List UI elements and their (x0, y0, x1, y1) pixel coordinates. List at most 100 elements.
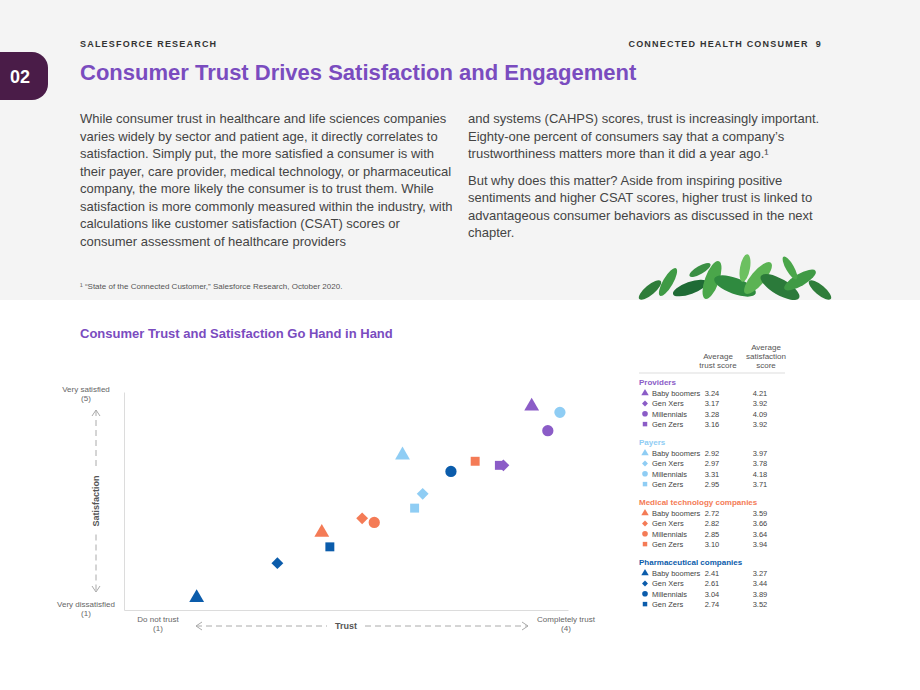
legend-rule (639, 373, 785, 374)
legend-label: Gen Zers (652, 420, 684, 429)
header-right: CONNECTED HEALTH CONSUMER9 (628, 39, 822, 49)
point (471, 457, 480, 466)
legend-header: Averagesatisfactionscore (746, 343, 786, 370)
legend-satisfaction: 3.59 (753, 509, 768, 518)
legend-trust: 3.10 (705, 540, 720, 549)
page-number: 9 (816, 39, 822, 49)
axis-end-label: Very dissatisfied(1) (57, 600, 115, 618)
legend-satisfaction: 3.27 (753, 569, 768, 578)
legend-label: Millennials (652, 590, 687, 599)
leaf (688, 261, 713, 280)
series (314, 457, 479, 537)
point (189, 589, 204, 602)
top-band (0, 0, 920, 300)
legend-label: Baby boomers (652, 389, 701, 398)
series (395, 407, 565, 513)
point (356, 512, 368, 524)
axis-arrow (365, 626, 528, 627)
y-axis-title: Satisfaction (91, 475, 101, 526)
legend-trust: 2.85 (705, 530, 720, 539)
legend-label: Baby boomers (652, 569, 701, 578)
arrow-head (522, 622, 528, 630)
legend-marker (641, 389, 648, 395)
axis-line (125, 610, 569, 611)
legend-marker (643, 422, 647, 426)
legend-satisfaction: 3.52 (753, 600, 768, 609)
axis-end-label: Very satisfied(5) (62, 385, 110, 403)
legend-header: Averagetrust score (699, 352, 737, 370)
legend-marker (642, 461, 648, 467)
point (417, 488, 429, 500)
legend-group-title: Payers (639, 438, 666, 447)
legend-satisfaction: 4.21 (753, 389, 768, 398)
legend-trust: 2.82 (705, 519, 720, 528)
legend-marker (643, 482, 647, 486)
arrow-head (196, 622, 202, 630)
x-axis (125, 610, 569, 611)
legend-satisfaction: 3.64 (753, 530, 768, 539)
legend-label: Millennials (652, 410, 687, 419)
axis-arrow (96, 535, 97, 592)
legend-satisfaction: 3.89 (753, 590, 768, 599)
legend-trust: 3.16 (705, 420, 720, 429)
legend-trust: 2.92 (705, 449, 720, 458)
legend-group-title: Providers (639, 378, 676, 387)
legend-marker (642, 581, 648, 587)
legend-trust: 3.17 (705, 399, 720, 408)
canvas: 02 Consumer Trust and Satisfaction Go Han… (0, 0, 920, 690)
plot-area (189, 398, 565, 602)
chart-title: Consumer Trust and Satisfaction Go Hand … (80, 326, 393, 341)
legend-label: Gen Xers (652, 399, 684, 408)
legend-table: Averagetrust score Averagesatisfactionsco… (639, 343, 786, 609)
legend-label: Gen Zers (652, 480, 684, 489)
legend-trust: 3.28 (705, 410, 720, 419)
legend-satisfaction: 3.97 (753, 449, 768, 458)
point (445, 466, 456, 477)
paragraph: But why does this matter? Aside from ins… (468, 172, 840, 242)
legend-satisfaction: 4.09 (753, 410, 768, 419)
legend-label: Gen Zers (652, 600, 684, 609)
axis-arrow (196, 626, 327, 627)
legend-group-title: Pharmaceutical companies (639, 558, 743, 567)
series (189, 466, 456, 602)
paragraph: While consumer trust in healthcare and l… (80, 110, 458, 250)
legend-trust: 2.41 (705, 569, 720, 578)
point (369, 517, 380, 528)
point (410, 504, 419, 513)
point (314, 524, 329, 537)
point (554, 407, 565, 418)
body-column: While consumer trust in healthcare and l… (80, 110, 458, 259)
leaf (806, 277, 834, 303)
section-badge (0, 52, 48, 100)
legend-marker (641, 509, 648, 515)
axis-end-label: Do not trust(1) (137, 615, 179, 633)
legend-label: Gen Xers (652, 579, 684, 588)
point (271, 557, 283, 569)
legend-label: Gen Xers (652, 519, 684, 528)
page-title: Consumer Trust Drives Satisfaction and E… (80, 60, 636, 86)
legend-satisfaction: 3.92 (753, 399, 768, 408)
legend-satisfaction: 3.66 (753, 519, 768, 528)
section-number: 02 (10, 67, 30, 87)
legend-label: Gen Zers (652, 540, 684, 549)
y-axis (124, 393, 125, 611)
legend-marker (642, 591, 648, 597)
legend-marker (641, 569, 648, 575)
legend-label: Baby boomers (652, 509, 701, 518)
point (524, 398, 539, 411)
leaf (780, 255, 800, 282)
legend-marker (642, 411, 648, 417)
x-axis-title: Trust (335, 621, 357, 631)
legend-satisfaction: 3.92 (753, 420, 768, 429)
arrow-head (92, 586, 100, 592)
legend-trust: 3.24 (705, 389, 720, 398)
legend-group-title: Medical technology companies (639, 498, 758, 507)
page: 02 Consumer Trust and Satisfaction Go Han… (0, 0, 920, 690)
legend-trust: 3.31 (705, 470, 720, 479)
legend-label: Baby boomers (652, 449, 701, 458)
point (495, 461, 504, 470)
plant-decoration (636, 253, 834, 305)
legend-trust: 3.04 (705, 590, 720, 599)
legend-satisfaction: 3.44 (753, 579, 768, 588)
legend-trust: 2.72 (705, 509, 720, 518)
